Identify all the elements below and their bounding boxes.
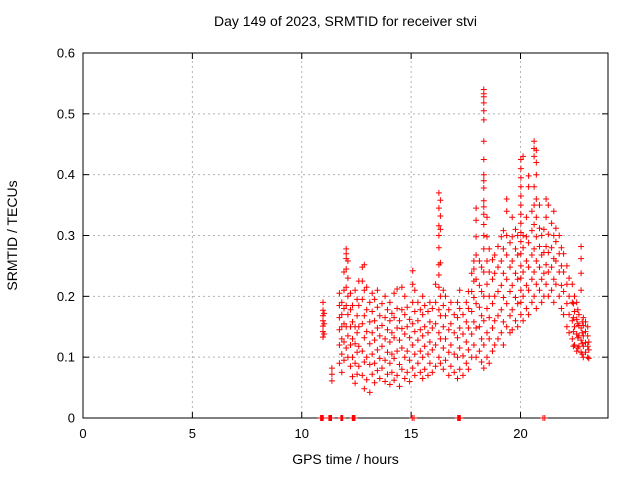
- y-tick-label: 0.4: [57, 167, 75, 182]
- y-axis-label: SRMTID / TECUs: [4, 180, 20, 290]
- srmtid-points: [317, 86, 592, 421]
- y-tick-label: 0.2: [57, 289, 75, 304]
- y-tick-label: 0.3: [57, 228, 75, 243]
- x-tick-label: 10: [295, 426, 309, 441]
- y-tick-label: 0.1: [57, 350, 75, 365]
- gridlines: [83, 53, 608, 418]
- y-tick-label: 0: [68, 411, 75, 426]
- x-tick-label: 20: [513, 426, 527, 441]
- y-tick-label: 0.6: [57, 46, 75, 61]
- data-points: [317, 86, 592, 421]
- y-tick-label: 0.5: [57, 106, 75, 121]
- x-axis-label: GPS time / hours: [292, 451, 399, 467]
- x-tick-label: 15: [404, 426, 418, 441]
- chart-title: Day 149 of 2023, SRMTID for receiver stv…: [214, 13, 477, 29]
- x-tick-label: 0: [79, 426, 86, 441]
- x-tick-label: 5: [189, 426, 196, 441]
- tick-labels: 0 5 10 15 20 0 0.1 0.2 0.3 0.4 0.5 0.6: [57, 46, 528, 442]
